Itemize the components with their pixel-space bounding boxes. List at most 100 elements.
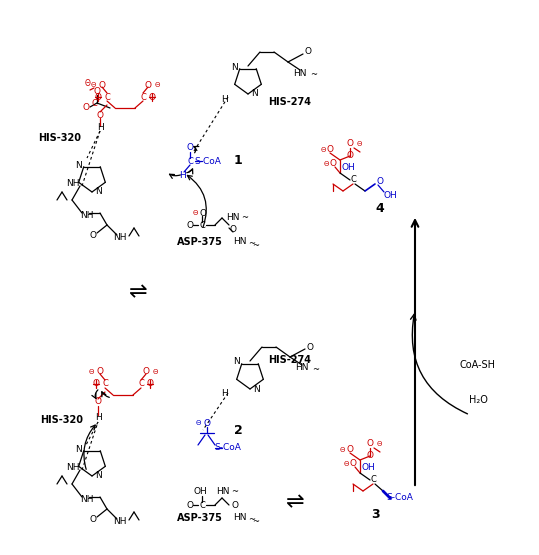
Text: H: H xyxy=(222,94,229,103)
Text: O: O xyxy=(96,110,103,119)
Text: H: H xyxy=(95,413,101,422)
Text: N: N xyxy=(231,63,237,72)
Text: N: N xyxy=(251,89,258,98)
Text: O: O xyxy=(231,501,238,509)
Text: Θ: Θ xyxy=(153,369,158,375)
Text: N: N xyxy=(233,357,239,366)
Text: H: H xyxy=(178,170,185,179)
Text: NH: NH xyxy=(66,179,80,188)
Text: ASP-375: ASP-375 xyxy=(177,237,223,247)
Text: C: C xyxy=(104,93,110,102)
Text: O: O xyxy=(93,380,100,388)
Text: OH: OH xyxy=(383,190,397,199)
Text: NH: NH xyxy=(113,517,127,527)
Text: HIS-274: HIS-274 xyxy=(268,355,312,365)
Text: S-CoA: S-CoA xyxy=(215,443,241,452)
Text: HN: HN xyxy=(233,238,247,246)
Text: O: O xyxy=(327,145,334,154)
Text: ~: ~ xyxy=(313,366,320,375)
Text: NH: NH xyxy=(80,211,94,220)
Text: O: O xyxy=(305,48,312,57)
Text: C: C xyxy=(140,93,146,102)
Text: O: O xyxy=(329,159,336,169)
Text: ~: ~ xyxy=(241,214,248,223)
Text: 2: 2 xyxy=(233,423,243,436)
Text: C: C xyxy=(350,175,356,184)
Text: O: O xyxy=(89,516,96,524)
Text: HIS-320: HIS-320 xyxy=(38,133,81,143)
Text: Θ: Θ xyxy=(154,82,160,88)
Text: N: N xyxy=(95,188,101,196)
Text: C: C xyxy=(187,157,193,165)
Text: NH: NH xyxy=(113,234,127,243)
Text: O: O xyxy=(82,103,89,112)
Text: HN: HN xyxy=(233,513,247,522)
Text: ⇌: ⇌ xyxy=(286,492,305,512)
Text: O: O xyxy=(349,460,356,468)
Text: Θ: Θ xyxy=(343,461,349,467)
Text: Θ: Θ xyxy=(85,79,91,88)
Text: H: H xyxy=(96,124,103,133)
Text: O: O xyxy=(347,152,354,160)
Text: ~: ~ xyxy=(310,70,317,79)
Text: HIS-274: HIS-274 xyxy=(268,97,312,107)
Text: O: O xyxy=(230,225,237,235)
Text: C: C xyxy=(199,220,205,230)
Text: O: O xyxy=(89,231,96,240)
Text: O: O xyxy=(96,367,103,376)
Text: O: O xyxy=(142,367,149,376)
Text: O: O xyxy=(186,220,194,230)
Text: Θ: Θ xyxy=(356,141,362,147)
Text: N: N xyxy=(253,385,259,393)
Text: ⇌: ⇌ xyxy=(129,282,147,302)
Text: N: N xyxy=(95,472,101,481)
Text: O: O xyxy=(347,446,354,455)
Text: CoA-SH: CoA-SH xyxy=(460,360,496,370)
Text: Θ: Θ xyxy=(88,369,94,375)
Text: O: O xyxy=(186,501,194,509)
Text: O: O xyxy=(94,397,101,406)
Text: ~: ~ xyxy=(252,517,259,527)
Text: NH: NH xyxy=(66,462,80,472)
Text: C: C xyxy=(138,380,144,388)
Text: Θ: Θ xyxy=(323,161,329,167)
Text: C: C xyxy=(370,476,376,485)
Text: C: C xyxy=(91,98,97,108)
Text: Θ: Θ xyxy=(192,210,198,216)
Text: H₂O: H₂O xyxy=(468,395,487,405)
Text: HIS-320: HIS-320 xyxy=(40,415,84,425)
Text: 3: 3 xyxy=(371,508,379,522)
Text: C: C xyxy=(199,501,205,509)
Text: O: O xyxy=(307,342,314,351)
Text: O: O xyxy=(149,93,155,102)
Text: O: O xyxy=(377,176,384,185)
Text: ~: ~ xyxy=(252,241,259,250)
Text: O: O xyxy=(367,440,374,448)
Text: O: O xyxy=(204,418,211,427)
Text: HN: HN xyxy=(293,68,307,78)
Text: OH: OH xyxy=(193,487,207,497)
Text: OH: OH xyxy=(341,163,355,171)
Text: HN: HN xyxy=(226,214,240,223)
Text: O: O xyxy=(93,88,100,97)
Text: Θ: Θ xyxy=(340,447,344,453)
Text: N: N xyxy=(74,160,81,169)
Text: HN: HN xyxy=(295,364,309,372)
Text: O: O xyxy=(99,80,106,89)
Text: O: O xyxy=(347,139,354,149)
Text: 4: 4 xyxy=(376,201,384,214)
Text: N: N xyxy=(74,445,81,453)
Text: S-CoA: S-CoA xyxy=(386,493,413,502)
Text: O: O xyxy=(199,209,206,218)
Text: Θ: Θ xyxy=(376,441,382,447)
Text: NH: NH xyxy=(80,496,94,504)
Text: Θ: Θ xyxy=(91,82,96,88)
Text: ASP-375: ASP-375 xyxy=(177,513,223,523)
Text: O: O xyxy=(94,93,101,102)
Text: Θ: Θ xyxy=(320,147,326,153)
Text: ~: ~ xyxy=(248,240,255,249)
Text: S-CoA: S-CoA xyxy=(195,157,222,165)
Text: O: O xyxy=(186,144,194,153)
Text: H: H xyxy=(222,388,229,397)
Text: HN: HN xyxy=(216,487,230,497)
